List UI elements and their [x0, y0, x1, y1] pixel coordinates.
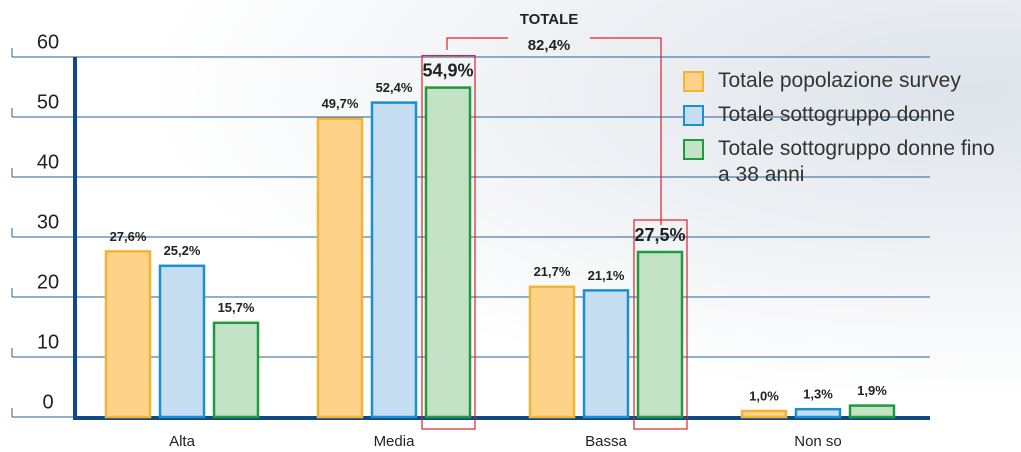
value-label: 1,3% — [803, 387, 833, 402]
bar — [740, 409, 788, 419]
value-label: 54,9% — [422, 60, 473, 80]
legend-item: Totale popolazione survey — [683, 68, 1013, 94]
legend-item: Totale sottogruppo donne fino a 38 anni — [683, 136, 1013, 188]
annotation-title: TOTALE — [520, 11, 579, 28]
bar — [104, 250, 152, 419]
value-label: 27,5% — [634, 225, 685, 245]
x-tick-label: Alta — [169, 433, 196, 450]
y-tick-label: 60 — [37, 31, 59, 53]
legend-label: Totale sottogruppo donne fino a 38 anni — [718, 137, 995, 186]
value-label: 21,1% — [588, 268, 625, 283]
legend-item: Totale sottogruppo donne — [683, 102, 1013, 128]
annotation-bracket — [446, 37, 662, 225]
legend: Totale popolazione survey Totale sottogru… — [683, 68, 1013, 196]
bar — [582, 289, 630, 419]
y-tick-label: 20 — [37, 271, 59, 293]
annotation-label: 82,4% — [528, 37, 571, 54]
highlight-box — [633, 219, 688, 430]
legend-label: Totale sottogruppo donne — [718, 103, 956, 126]
value-label: 52,4% — [376, 80, 413, 95]
y-tick-label: 10 — [37, 331, 59, 353]
value-label: 1,9% — [857, 383, 887, 398]
bar — [370, 101, 418, 419]
bar — [794, 407, 842, 419]
legend-swatch — [683, 105, 704, 126]
x-tick-label: Bassa — [585, 433, 627, 450]
value-label: 49,7% — [322, 96, 359, 111]
highlight-box — [421, 54, 476, 430]
legend-swatch — [683, 139, 704, 160]
legend-label: Totale popolazione survey — [718, 69, 961, 92]
value-label: 27,6% — [110, 229, 147, 244]
x-tick-label: Non so — [794, 433, 842, 450]
bar — [212, 321, 260, 419]
x-tick-label: Media — [374, 433, 416, 450]
legend-swatch — [683, 71, 704, 92]
bar — [848, 404, 896, 419]
bar — [636, 250, 684, 419]
y-tick-label: 0 — [42, 391, 53, 413]
y-tick-label: 30 — [37, 211, 59, 233]
value-label: 25,2% — [164, 243, 201, 258]
y-tick-label: 40 — [37, 151, 59, 173]
bar — [158, 264, 206, 419]
bar — [528, 285, 576, 419]
bar — [316, 117, 364, 419]
bar — [424, 86, 472, 419]
value-label: 1,0% — [749, 388, 779, 403]
value-label: 15,7% — [218, 300, 255, 315]
y-tick-label: 50 — [37, 91, 59, 113]
value-label: 21,7% — [534, 264, 571, 279]
